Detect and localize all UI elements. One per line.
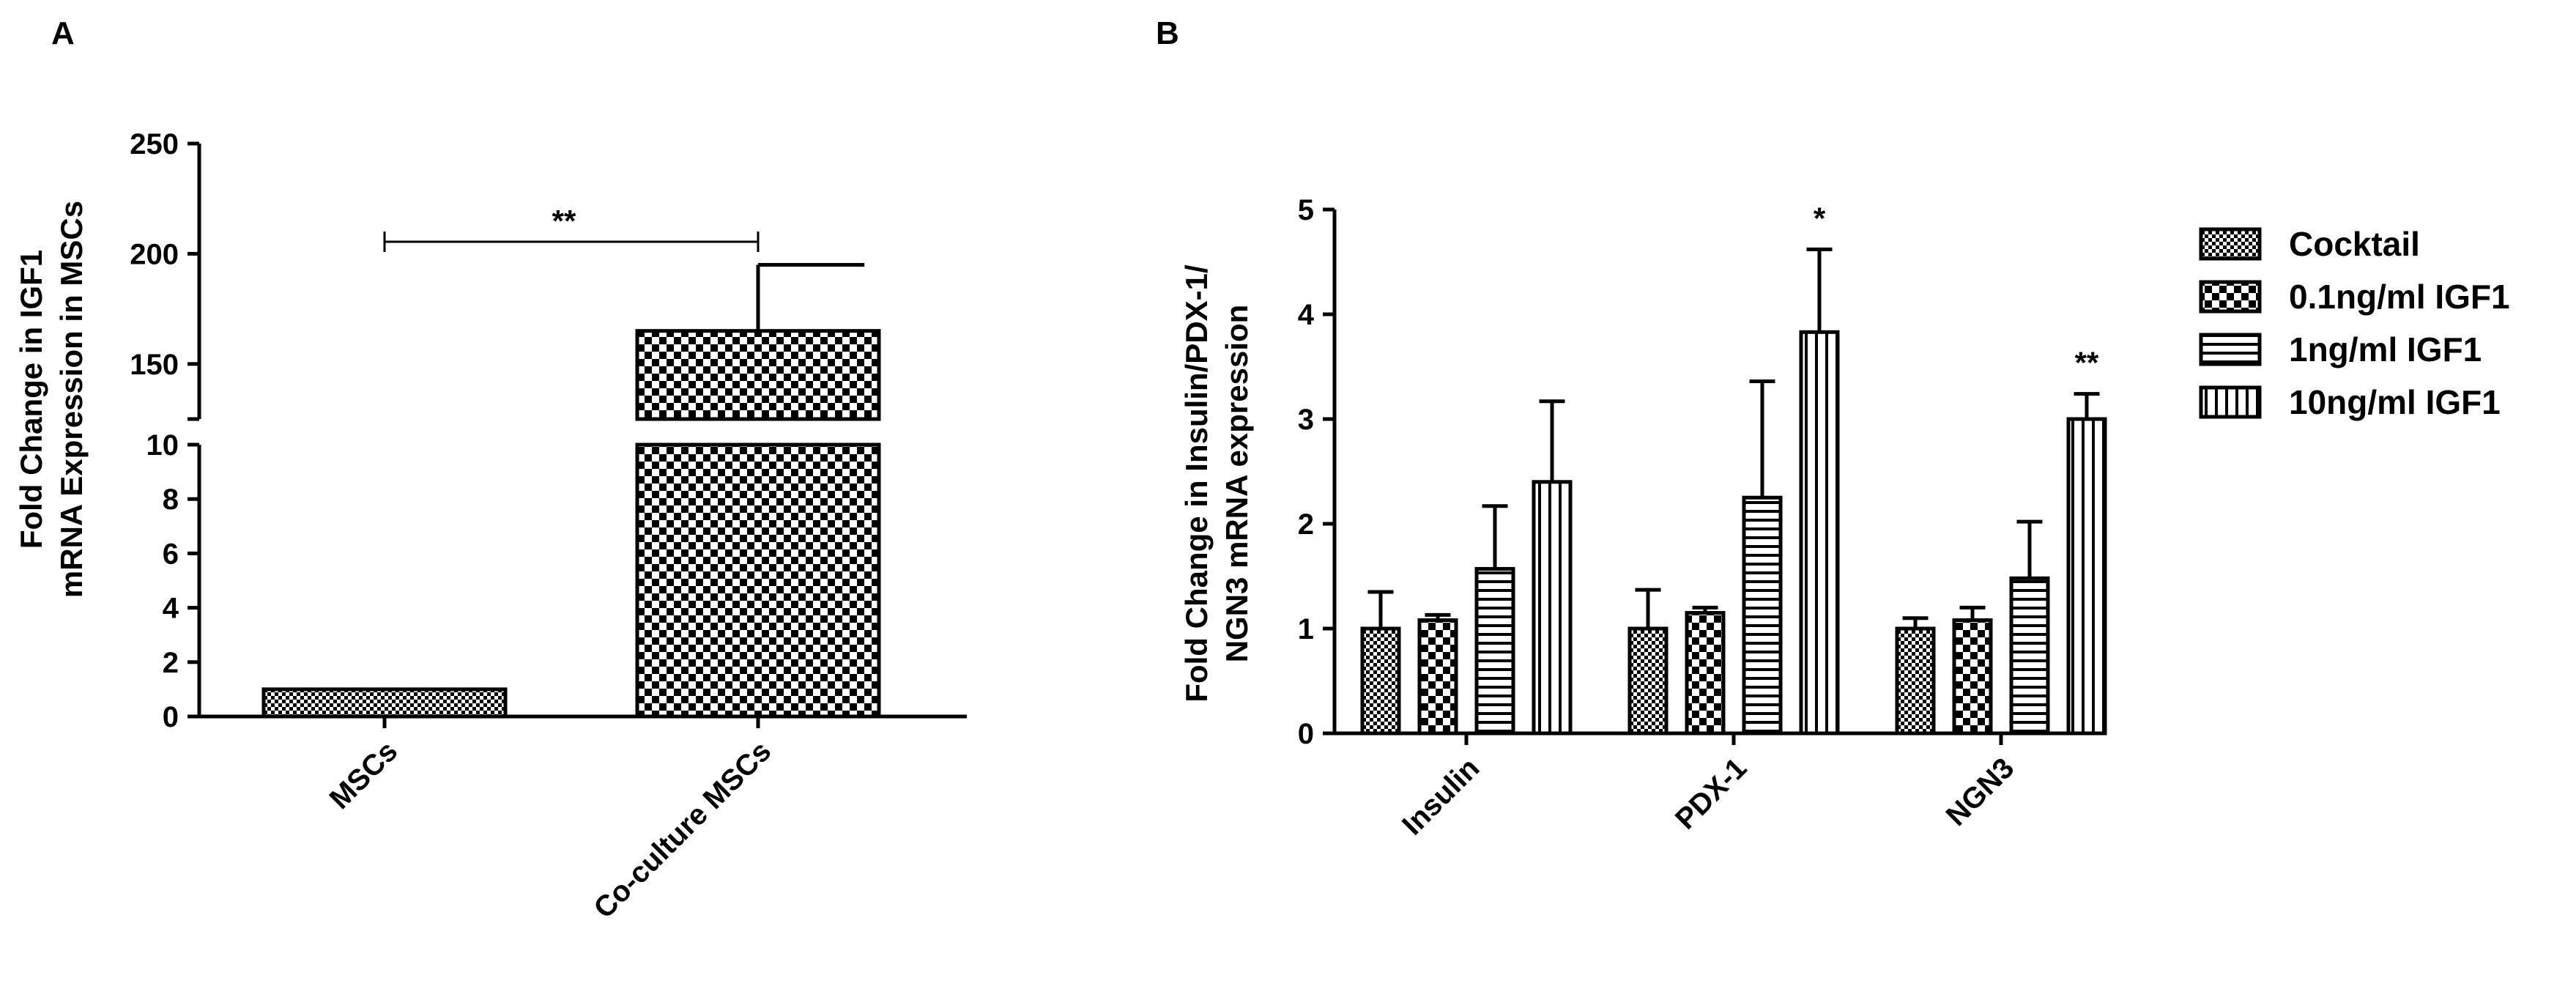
panel-b-y-axis-label-line-1: Fold Change in Insulin/PDX-1/ xyxy=(1179,264,1214,703)
panel-b-bar xyxy=(1532,480,1573,736)
panel-a-bar-upper-segment xyxy=(635,329,881,421)
panel-a: A Fold Change in IGF1 mRNA Expression in… xyxy=(14,15,967,925)
panel-a-bars xyxy=(261,262,881,719)
panel-b-x-tick-label: PDX-1 xyxy=(1669,752,1753,835)
panel-a-bar xyxy=(261,687,508,719)
panel-a-y-axis-label-line-2: mRNA Expression in MSCs xyxy=(54,201,89,598)
panel-b-y-tick-label: 4 xyxy=(1298,299,1315,331)
panel-b-bars xyxy=(1360,247,2107,736)
panel-b-bar xyxy=(1417,618,1458,736)
panel-b-y-tick-label: 2 xyxy=(1298,508,1314,541)
panel-a-x-tick-label: Co-culture MSCs xyxy=(587,735,777,925)
panel-b-bar xyxy=(1627,626,1669,736)
panel-b-y-tick-label: 0 xyxy=(1298,718,1314,750)
panel-a-y-tick-label: 6 xyxy=(163,538,179,570)
panel-a-x-tick-label: MSCs xyxy=(324,735,404,815)
panel-a-y-tick-label: 250 xyxy=(130,128,179,160)
panel-b-x-tick-label: NGN3 xyxy=(1940,752,2021,832)
panel-b-significance-label: * xyxy=(1814,201,1826,235)
panel-a-y-tick-label: 4 xyxy=(163,593,179,625)
panel-b-y-tick-label: 1 xyxy=(1298,613,1314,645)
panel-b-x-tick-labels: Insulin PDX-1 NGN3 xyxy=(1396,752,2020,841)
panel-b-legend-label: 10ng/ml IGF1 xyxy=(2289,383,2501,421)
panel-a-y-tick-label: 200 xyxy=(130,238,179,270)
panel-b: B Fold Change in Insulin/PDX-1/ NGN3 mRN… xyxy=(1156,15,2510,842)
panel-b-legend-label: 0.1ng/ml IGF1 xyxy=(2289,278,2510,316)
panel-b-bar xyxy=(1799,330,1840,736)
panel-b-y-axis-label-line-2: NGN3 mRNA expression xyxy=(1220,305,1254,663)
panel-b-y-axis-label: Fold Change in Insulin/PDX-1/ NGN3 mRNA … xyxy=(1179,264,1254,703)
panel-b-legend-label: 1ng/ml IGF1 xyxy=(2289,330,2482,368)
panel-a-x-tick-labels: MSCs Co-culture MSCs xyxy=(324,735,778,925)
panel-a-significance-label: ** xyxy=(552,204,576,238)
panel-b-y-tick-label: 5 xyxy=(1298,194,1314,226)
panel-a-y-axis-label: Fold Change in IGF1 mRNA Expression in M… xyxy=(14,201,89,598)
panel-b-legend-swatch xyxy=(2199,227,2262,261)
panel-b-legend-swatch xyxy=(2199,333,2262,366)
panel-b-y-tick-label: 3 xyxy=(1298,404,1314,436)
panel-b-bar xyxy=(1474,566,1515,736)
panel-b-legend-swatch xyxy=(2199,280,2262,314)
panel-a-bar-lower-segment xyxy=(635,442,881,719)
panel-b-legend-label: Cocktail xyxy=(2289,225,2420,263)
panel-a-label: A xyxy=(51,15,75,51)
panel-a-axes: 0 2 4 6 8 10 150 200 250 xyxy=(130,128,967,733)
panel-b-bar xyxy=(2066,417,2107,736)
panel-b-x-tick-label: Insulin xyxy=(1396,752,1485,841)
panel-a-y-tick-label: 8 xyxy=(163,484,179,516)
panel-b-bar xyxy=(1685,611,1726,736)
panel-a-y-tick-label: 0 xyxy=(163,701,179,733)
panel-b-significance-label: ** xyxy=(2075,346,2099,380)
panel-b-bar xyxy=(1360,626,1401,736)
panel-b-bar xyxy=(1895,626,1936,736)
panel-a-y-tick-label: 2 xyxy=(163,647,179,679)
panel-b-legend: Cocktail 0.1ng/ml IGF1 1ng/ml IGF1 10ng/ml … xyxy=(2199,225,2510,421)
panel-b-bar xyxy=(2009,576,2050,736)
panel-b-label: B xyxy=(1156,15,1179,51)
panel-a-y-tick-label: 10 xyxy=(146,429,179,462)
panel-b-bar xyxy=(1742,495,1783,736)
panel-b-significance: *** xyxy=(1814,201,2099,379)
panel-b-legend-swatch xyxy=(2199,385,2262,419)
panel-a-y-tick-label: 150 xyxy=(130,349,179,381)
panel-a-significance: ** xyxy=(383,204,760,252)
panel-b-bar xyxy=(1952,618,1993,736)
panel-a-y-axis-label-line-1: Fold Change in IGF1 xyxy=(14,250,48,549)
